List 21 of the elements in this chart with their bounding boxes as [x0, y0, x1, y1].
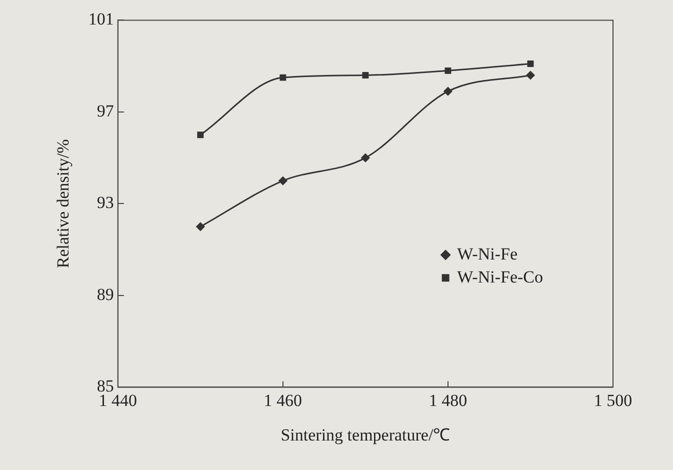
y-tick-label: 89: [96, 284, 114, 304]
legend-label: W-Ni-Fe: [457, 244, 518, 264]
y-tick-label: 93: [96, 193, 114, 212]
point: [526, 71, 535, 80]
point: [278, 176, 288, 186]
point: [361, 154, 370, 162]
point: [196, 222, 205, 231]
y-axis-title: Relative density/%: [54, 139, 73, 268]
x-axis-title: Sintering temperature/℃: [280, 425, 450, 444]
y-tick-label: 101: [88, 10, 114, 29]
point: [527, 60, 534, 68]
x-tick-label: 1 460: [264, 390, 302, 410]
point: [444, 87, 452, 96]
point: [362, 72, 369, 78]
x-tick-label: 1 480: [428, 390, 468, 410]
point: [197, 132, 204, 138]
legend-label: W-Ni-Fe-Co: [457, 267, 544, 286]
point: [280, 74, 286, 81]
point: [444, 67, 452, 74]
y-tick-label: 97: [96, 101, 114, 120]
x-tick-label: 1 500: [594, 390, 632, 410]
